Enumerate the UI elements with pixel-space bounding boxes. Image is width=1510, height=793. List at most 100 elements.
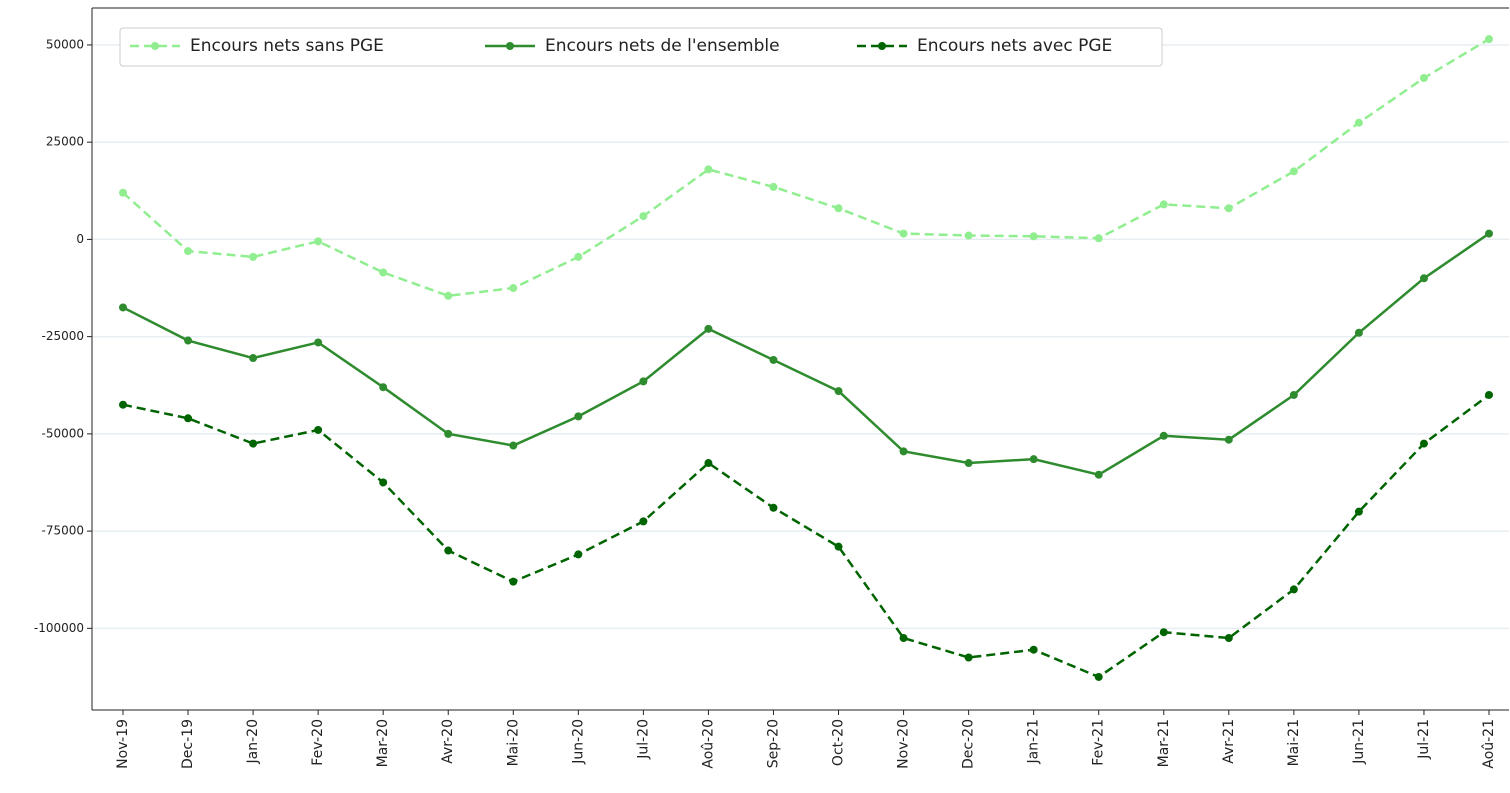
x-tick-label: Avr-20	[440, 719, 456, 764]
point	[314, 425, 323, 434]
point	[899, 634, 908, 643]
x-tick-label: Aoû-20	[700, 719, 716, 769]
point	[444, 546, 453, 555]
point	[119, 400, 127, 409]
y-tick-label: -75000	[41, 524, 84, 538]
point	[1419, 439, 1428, 448]
point	[769, 182, 778, 191]
legend-marker	[878, 42, 886, 50]
y-tick-label: 50000	[46, 37, 84, 51]
point	[1485, 229, 1493, 238]
point	[1419, 74, 1428, 83]
point	[1354, 328, 1363, 337]
point	[639, 212, 648, 221]
point	[119, 188, 127, 197]
x-tick-label: Fev-21	[1091, 719, 1107, 766]
point	[574, 252, 583, 261]
point	[639, 377, 648, 386]
point	[314, 338, 323, 347]
point	[1354, 118, 1363, 127]
point	[379, 383, 388, 392]
x-tick-label: Mar-21	[1156, 719, 1172, 767]
point	[1094, 470, 1103, 479]
point	[1224, 435, 1233, 444]
x-tick-label: Mai-21	[1286, 719, 1302, 766]
x-tick-label: Jun-21	[1351, 719, 1367, 765]
x-tick-label: Oct-20	[831, 719, 847, 766]
point	[1485, 35, 1493, 44]
point	[899, 447, 908, 456]
x-tick-label: Dec-20	[961, 719, 977, 769]
point	[704, 165, 713, 174]
legend-label: Encours nets avec PGE	[917, 36, 1112, 56]
x-tick-label: Jul-21	[1416, 719, 1432, 760]
point	[1094, 234, 1103, 243]
point	[964, 231, 973, 240]
point	[574, 550, 583, 559]
x-tick-label: Dec-19	[180, 719, 196, 769]
point	[444, 429, 453, 438]
y-tick-label: 0	[76, 232, 84, 246]
point	[119, 303, 127, 312]
point	[834, 387, 843, 396]
point	[184, 414, 193, 423]
point	[379, 478, 388, 487]
point	[1289, 585, 1298, 594]
legend-box	[119, 27, 1163, 67]
series-line	[122, 393, 1490, 679]
point	[509, 284, 518, 293]
x-tick-label: Jan-20	[245, 719, 261, 764]
x-tick-label: Nov-19	[115, 719, 131, 769]
y-tick-label: -100000	[34, 621, 84, 635]
point	[1224, 204, 1233, 213]
point	[1289, 167, 1298, 176]
point	[1029, 645, 1038, 654]
x-tick-label: Aoû-21	[1481, 719, 1497, 769]
series-line	[122, 232, 1490, 477]
point	[249, 252, 258, 261]
x-tick-label: Fev-20	[310, 719, 326, 766]
legend-marker	[506, 42, 514, 50]
point	[769, 503, 778, 512]
point	[509, 577, 518, 586]
point	[509, 441, 518, 450]
point	[184, 336, 193, 345]
point	[1159, 431, 1168, 440]
point	[834, 204, 843, 213]
point	[1094, 672, 1103, 681]
y-tick-label: 25000	[46, 135, 84, 149]
point	[964, 459, 973, 468]
point	[704, 324, 713, 333]
legend-label: Encours nets de l'ensemble	[545, 36, 780, 56]
x-tick-label: Sep-20	[765, 719, 781, 768]
y-tick-label: -25000	[41, 329, 84, 343]
point	[249, 439, 258, 448]
legend-marker	[151, 42, 159, 50]
x-tick-label: Jun-20	[570, 719, 586, 765]
point	[444, 291, 453, 300]
x-tick-label: Nov-20	[896, 719, 912, 769]
point	[1159, 200, 1168, 209]
point	[314, 237, 323, 246]
point	[1485, 390, 1493, 399]
y-tick-label: -50000	[41, 426, 84, 440]
point	[899, 229, 908, 238]
point	[964, 653, 973, 662]
point	[834, 542, 843, 551]
point	[639, 517, 648, 526]
x-tick-label: Mar-20	[375, 719, 391, 767]
point	[1029, 455, 1038, 464]
point	[1354, 507, 1363, 516]
x-tick-label: Jan-21	[1026, 719, 1042, 764]
legend-label: Encours nets sans PGE	[190, 36, 384, 56]
point	[769, 355, 778, 364]
x-tick-label: Mai-20	[505, 719, 521, 766]
x-tick-label: Avr-21	[1221, 719, 1237, 764]
point	[184, 247, 193, 256]
point	[1289, 390, 1298, 399]
point	[1159, 628, 1168, 637]
point	[379, 268, 388, 277]
x-tick-label: Jul-20	[635, 719, 651, 760]
point	[1029, 232, 1038, 241]
